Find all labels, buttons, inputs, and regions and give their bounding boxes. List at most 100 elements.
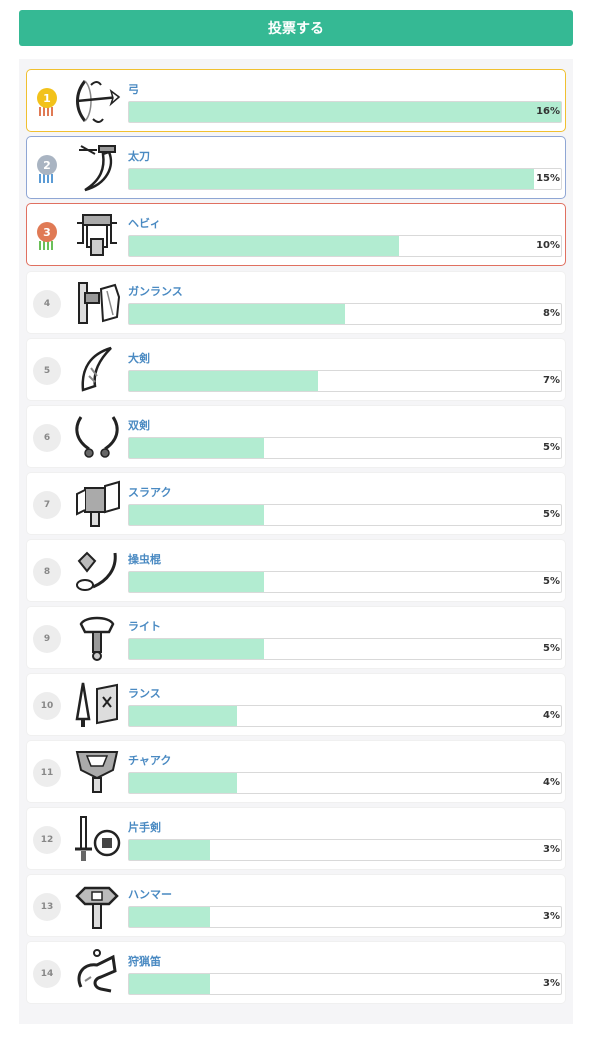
weapon-name: スラアク [128,486,172,499]
ranking-row: 11 チャアク 4% [26,740,566,803]
ranking-row: 8 操虫棍 5% [26,539,566,602]
vote-bar: 15% [128,168,562,190]
weapon-name: チャアク [128,754,172,767]
vote-bar-fill [129,572,264,592]
weapon-name: 狩猟笛 [128,955,161,968]
vote-bar: 3% [128,906,562,928]
light-bowgun-icon [79,616,115,661]
charge-blade-icon [75,751,119,793]
switch-axe-icon [76,480,120,527]
vote-bar-fill [129,505,264,525]
rank-number: 14 [33,960,61,988]
rank-number: 10 [33,692,61,720]
rank-number: 7 [33,491,61,519]
rank-number: 4 [33,290,61,318]
weapon-name: 双剣 [128,419,150,432]
vote-bar: 5% [128,638,562,660]
vote-percent: 10% [536,240,560,251]
ranking-row: 6 双剣 5% [26,405,566,468]
vote-percent: 16% [536,106,560,117]
rank-number: 9 [33,625,61,653]
weapon-name: 大剣 [128,352,150,365]
vote-percent: 15% [536,173,560,184]
ranking-row: 10 ランス 4% [26,673,566,736]
rank-number: 11 [33,759,61,787]
vote-bar: 7% [128,370,562,392]
vote-percent: 5% [543,509,560,520]
vote-bar-fill [129,371,318,391]
sword-and-shield-icon [75,816,121,861]
vote-bar: 10% [128,235,562,257]
medal-rank-number: 2 [43,159,51,172]
rank-number: 12 [33,826,61,854]
gunlance-icon [78,282,121,324]
vote-bar-fill [129,706,237,726]
ranking-row: 7 スラアク 5% [26,472,566,535]
vote-bar-fill [129,974,210,994]
ranking-row: 2 太刀 15% [26,136,566,199]
vote-bar: 16% [128,101,562,123]
vote-bar-fill [129,773,237,793]
vote-button[interactable]: 投票する [19,10,573,46]
rank-number: 5 [33,357,61,385]
great-sword-icon [81,346,112,392]
vote-percent: 8% [543,308,560,319]
silver-medal-icon: 2 [37,155,57,183]
rank-number: 8 [33,558,61,586]
vote-percent: 3% [543,844,560,855]
vote-bar: 3% [128,973,562,995]
vote-percent: 4% [543,777,560,788]
vote-percent: 3% [543,978,560,989]
vote-percent: 5% [543,442,560,453]
vote-bar: 4% [128,705,562,727]
vote-bar-fill [129,102,561,122]
lance-icon [75,682,118,727]
vote-percent: 3% [543,911,560,922]
ranking-row: 14 狩猟笛 3% [26,941,566,1004]
weapon-name: 片手剣 [128,821,161,834]
weapon-name: ヘビィ [128,217,161,230]
rank-number: 13 [33,893,61,921]
vote-percent: 5% [543,643,560,654]
hammer-icon [75,886,119,929]
vote-bar-fill [129,907,210,927]
hunting-horn-icon [77,949,117,993]
weapon-name: ライト [128,620,161,633]
insect-glaive-icon [76,551,117,591]
vote-bar: 3% [128,839,562,861]
vote-percent: 4% [543,710,560,721]
heavy-bowgun-icon [77,214,117,256]
ranking-row: 4 ガンランス 8% [26,271,566,334]
ranking-row: 13 ハンマー 3% [26,874,566,937]
gold-medal-icon: 1 [37,88,57,116]
medal-rank-number: 3 [43,226,51,239]
weapon-name: 太刀 [128,150,150,163]
dual-blades-icon [75,416,119,458]
bow-icon [76,80,121,123]
vote-bar-fill [129,169,534,189]
long-sword-icon [79,145,116,192]
vote-percent: 7% [543,375,560,386]
vote-bar: 4% [128,772,562,794]
vote-bar-fill [129,438,264,458]
vote-bar-fill [129,304,345,324]
vote-bar: 5% [128,437,562,459]
ranking-row: 3 ヘビィ 10% [26,203,566,266]
vote-bar: 5% [128,504,562,526]
rank-number: 6 [33,424,61,452]
vote-bar-fill [129,639,264,659]
weapon-name: 弓 [128,83,139,96]
weapon-name: ガンランス [128,285,183,298]
weapon-name: 操虫棍 [128,553,161,566]
ranking-row: 1 弓 16% [26,69,566,132]
vote-bar: 5% [128,571,562,593]
weapon-name: ハンマー [128,888,172,901]
weapon-name: ランス [128,687,161,700]
vote-percent: 5% [543,576,560,587]
medal-rank-number: 1 [43,92,51,105]
vote-bar-fill [129,840,210,860]
bronze-medal-icon: 3 [37,222,57,250]
vote-bar-fill [129,236,399,256]
ranking-row: 9 ライト 5% [26,606,566,669]
ranking-row: 12 片手剣 3% [26,807,566,870]
